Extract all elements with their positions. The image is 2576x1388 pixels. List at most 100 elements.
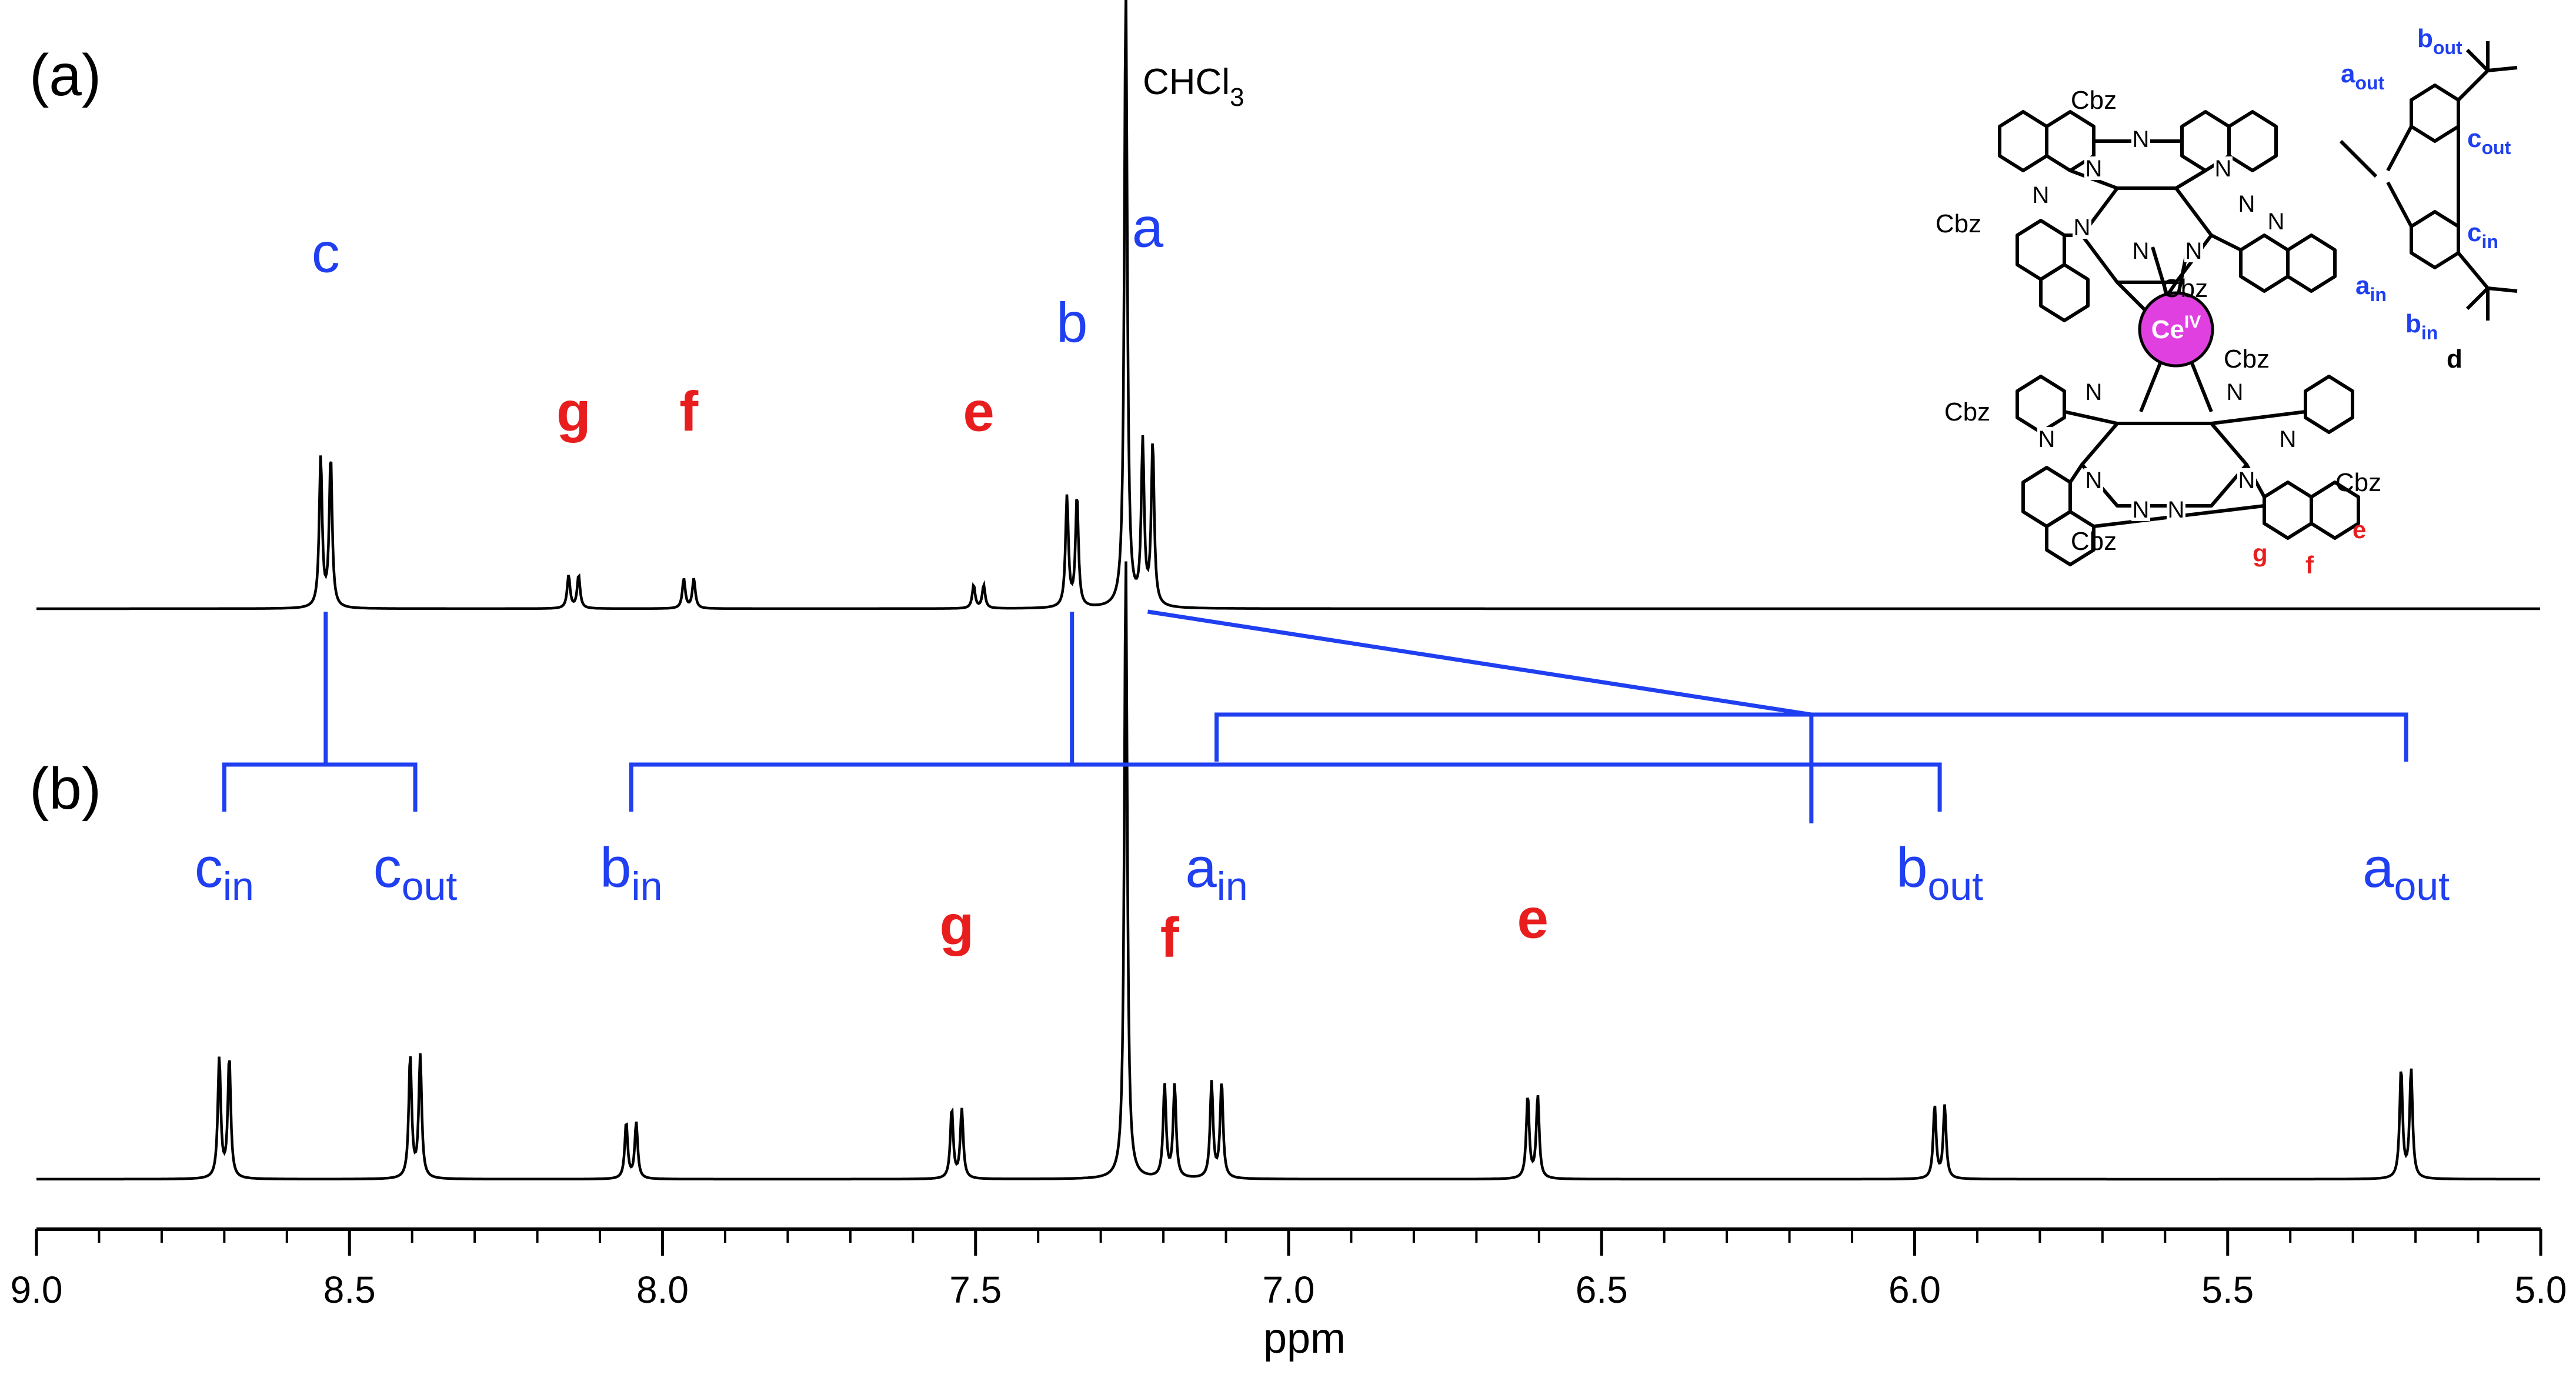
ce-atom	[2138, 291, 2214, 368]
cbz-label-5: Cbz	[2335, 468, 2381, 497]
n-label-16: N	[2168, 497, 2185, 523]
peak-label-a-4: b	[1056, 291, 1087, 354]
cbz-label-3: Cbz	[2224, 345, 2270, 373]
n-label-9: N	[2086, 379, 2103, 405]
n-label-bg	[2084, 380, 2103, 403]
n-label-5: N	[2238, 191, 2255, 217]
x-tick-label-1: 8.5	[323, 1269, 376, 1311]
lower-link-2	[2211, 410, 2306, 425]
x-tick-label-6: 6.0	[1888, 1269, 1941, 1311]
peak-label-a-1: g	[556, 381, 591, 443]
x-tick-label-5: 6.5	[1576, 1269, 1628, 1311]
structure-proton-label-5: bin	[2405, 309, 2438, 343]
n-label-11: N	[2038, 426, 2056, 452]
structure-proton-label-1: aout	[2341, 59, 2385, 94]
carbazole-ring-top	[2410, 84, 2460, 143]
peak-label-b-8: aout	[2363, 836, 2450, 909]
upper-ring-right-benzo	[2227, 110, 2278, 172]
lower-core	[2080, 422, 2248, 508]
cbz-label-1: Cbz	[1936, 209, 1981, 238]
cbz-label-0: Cbz	[2071, 86, 2117, 115]
cbz-label-2: Cbz	[2162, 274, 2208, 303]
x-tick-label-7: 5.5	[2201, 1269, 2254, 1311]
peak-label-a-2: f	[679, 381, 699, 443]
cbz-label-4: Cbz	[1944, 398, 1990, 426]
molecular-structure	[1998, 41, 2518, 566]
tbu-top-4	[2465, 48, 2490, 72]
peak-label-a-0: c	[312, 222, 340, 285]
n-label-bg	[2214, 156, 2233, 180]
n-label-bg	[2278, 427, 2297, 451]
connector-2	[1147, 609, 2408, 823]
lower-ring-left-benzo	[2016, 375, 2066, 434]
n-label-bg	[2084, 468, 2103, 492]
panel-label-a: (a)	[29, 42, 101, 108]
correlation-connectors	[222, 609, 2408, 823]
x-tick-label-0: 9.0	[11, 1269, 63, 1311]
upper-ring-lower-right	[2239, 233, 2290, 293]
peak-label-b-6: e	[1517, 887, 1548, 950]
n-label-bg	[2237, 468, 2256, 492]
n-label-2: N	[2215, 156, 2232, 182]
n-label-bg	[2267, 209, 2285, 233]
upper-ring-right-benzo-b	[2180, 110, 2231, 172]
lower-ring-right-benzo	[2304, 375, 2354, 434]
n-label-3: N	[2033, 182, 2050, 208]
solvent-label: CHCl3	[1143, 62, 1244, 112]
spectrum-trace-b	[36, 561, 2540, 1181]
x-tick-label-8: 5.0	[2515, 1269, 2567, 1311]
peak-label-b-2: bin	[600, 836, 662, 909]
n-label-8: N	[2185, 238, 2203, 264]
x-axis: 9.0 8.5 8.0 7.5 7.0 6.5 6.0 5.5 5.0	[11, 1227, 2567, 1311]
connector-1	[629, 612, 1942, 812]
structure-red-label-1: f	[2305, 551, 2314, 579]
connector-0	[222, 612, 418, 812]
n-label-bg	[2037, 427, 2056, 451]
n-label-bg	[2084, 156, 2103, 180]
tbu-bot-3	[2487, 286, 2518, 293]
n-label-10: N	[2227, 379, 2244, 405]
peak-label-b-5: ain	[1185, 836, 1247, 909]
n-label-bg	[2131, 498, 2150, 521]
n-label-15: N	[2133, 497, 2150, 523]
carbazole-to-pc	[2339, 139, 2378, 178]
lower-ring-bottom-right	[2263, 481, 2313, 540]
n-label-4: N	[2074, 215, 2091, 241]
ce-label: CeIV	[2151, 312, 2201, 344]
panel-label-b: (b)	[29, 756, 101, 822]
n-label-bg	[2237, 192, 2256, 215]
x-tick-label-4: 7.0	[1263, 1269, 1315, 1311]
spectrum-trace-a	[36, 0, 2540, 610]
n-label-bg	[2131, 239, 2150, 262]
n-label-14: N	[2238, 468, 2255, 493]
n-label-1: N	[2086, 156, 2103, 182]
tbu-bot-1	[2457, 252, 2490, 289]
n-label-6: N	[2268, 209, 2285, 235]
carbazole-n-bond-1	[2386, 125, 2413, 172]
x-axis-label: ppm	[1263, 1315, 1346, 1362]
upper-core	[2080, 186, 2213, 284]
structure-red-label-0: g	[2253, 539, 2268, 567]
n-label-bg	[2167, 498, 2185, 521]
peak-label-b-7: bout	[1896, 836, 1983, 909]
carbazole-ring-bottom	[2410, 210, 2460, 269]
cbz-label-6: Cbz	[2071, 527, 2117, 556]
peak-label-b-0: cin	[195, 836, 254, 909]
peak-label-b-4: f	[1160, 906, 1180, 969]
peak-label-b-3: g	[939, 893, 974, 956]
n-label-bg	[2031, 183, 2050, 206]
n-label-bg	[2225, 380, 2244, 403]
upper-ring-lower-right-b	[2286, 233, 2337, 293]
n-label-bg	[2184, 239, 2203, 262]
lower-link-4	[2068, 463, 2084, 483]
structure-proton-label-4: ain	[2355, 271, 2387, 305]
n-label-0: N	[2133, 126, 2150, 152]
upper-link-3	[2175, 169, 2207, 190]
n-label-bg	[2073, 215, 2091, 239]
peak-label-a-5: a	[1132, 196, 1164, 259]
n-label-bg	[2131, 127, 2150, 151]
tbu-top-1	[2457, 69, 2490, 102]
